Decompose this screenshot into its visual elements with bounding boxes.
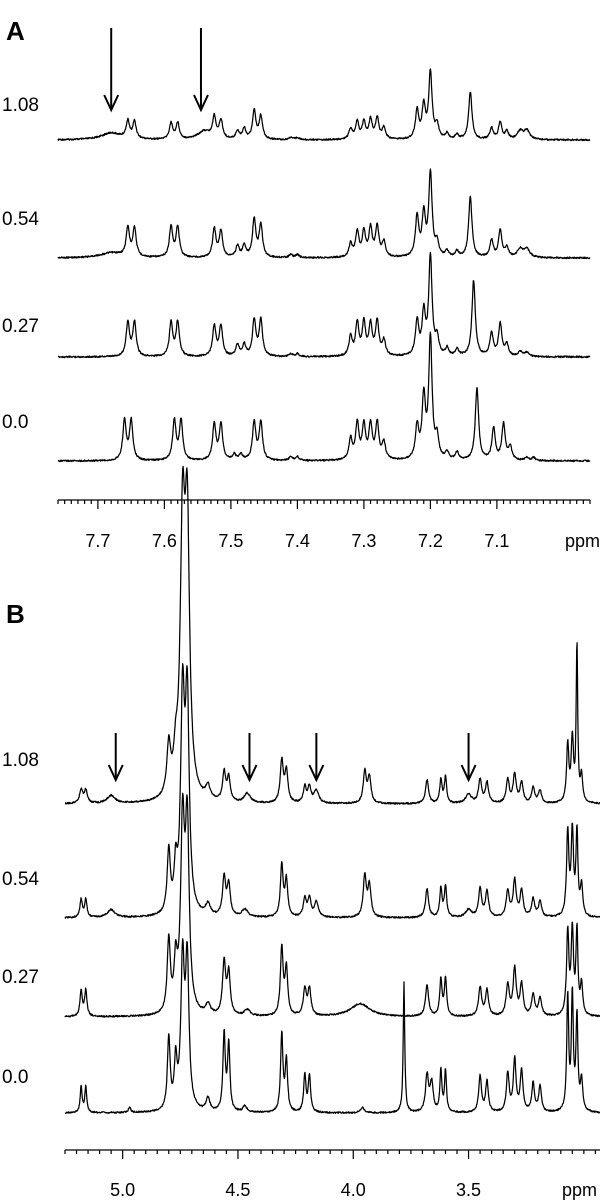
tick-label: 7.3 [351, 531, 376, 551]
spectrum-trace-0.54 [57, 168, 591, 260]
annotation-arrow [193, 28, 209, 113]
panel-a-x-axis-unit: ppm [565, 531, 600, 551]
panel-b-x-axis-unit: ppm [562, 1180, 597, 1200]
spectrum-trace-0.27 [64, 792, 600, 1018]
panel-letter-b: B [6, 599, 25, 629]
trace-label-1.08: 1.08 [2, 95, 39, 116]
annotation-arrow [103, 28, 120, 113]
spectrum-trace-1.08 [64, 465, 600, 805]
tick-label: 7.5 [218, 531, 243, 551]
tick-label: 4.0 [341, 1180, 366, 1200]
spectrum-trace-0.54 [64, 663, 600, 919]
trace-label-0.0: 0.0 [2, 412, 28, 433]
panel-a-x-axis: 7.7 7.6 7.5 7.4 7.3 7.2 7.1 [57, 499, 591, 551]
trace-label-0.54: 0.54 [2, 209, 39, 230]
tick-label: 7.6 [152, 531, 177, 551]
trace-label-0.27: 0.27 [2, 967, 39, 988]
annotation-arrow [107, 733, 124, 783]
tick-label: 7.7 [85, 531, 110, 551]
annotation-arrow [308, 733, 325, 783]
spectrum-trace-0.27 [57, 251, 591, 359]
tick-label: 7.2 [418, 531, 443, 551]
tick-label: 4.5 [225, 1180, 250, 1200]
annotation-arrow [241, 733, 258, 783]
spectrum-trace-0.0 [57, 331, 591, 463]
panel-a-arrows [103, 28, 209, 113]
tick-label: 5.0 [110, 1180, 135, 1200]
trace-label-0.0: 0.0 [2, 1067, 28, 1088]
panel-letter-a: A [6, 16, 25, 46]
spectrum-trace-1.08 [57, 68, 591, 142]
panel-a: A 1.08 0.54 0.27 0.0 7.7 7.6 7.5 7.4 7.3 7.2 7… [2, 16, 600, 551]
tick-label: 3.5 [456, 1180, 481, 1200]
trace-label-1.08: 1.08 [2, 750, 39, 771]
trace-label-0.54: 0.54 [2, 869, 39, 890]
spectrum-trace-0.0 [64, 938, 600, 1115]
tick-label: 7.4 [285, 531, 310, 551]
panel-b-x-axis: 5.0 4.5 4.0 3.5 [64, 1149, 600, 1200]
panel-a-traces [57, 68, 591, 463]
trace-label-0.27: 0.27 [2, 316, 39, 337]
annotation-arrow [460, 733, 477, 783]
panel-b-traces [64, 465, 600, 1115]
tick-label: 7.1 [484, 531, 509, 551]
panel-b: B 1.08 0.54 0.27 0.0 5.0 4.5 4.0 3.5 ppm [2, 465, 600, 1200]
panel-b-arrows [107, 733, 477, 783]
